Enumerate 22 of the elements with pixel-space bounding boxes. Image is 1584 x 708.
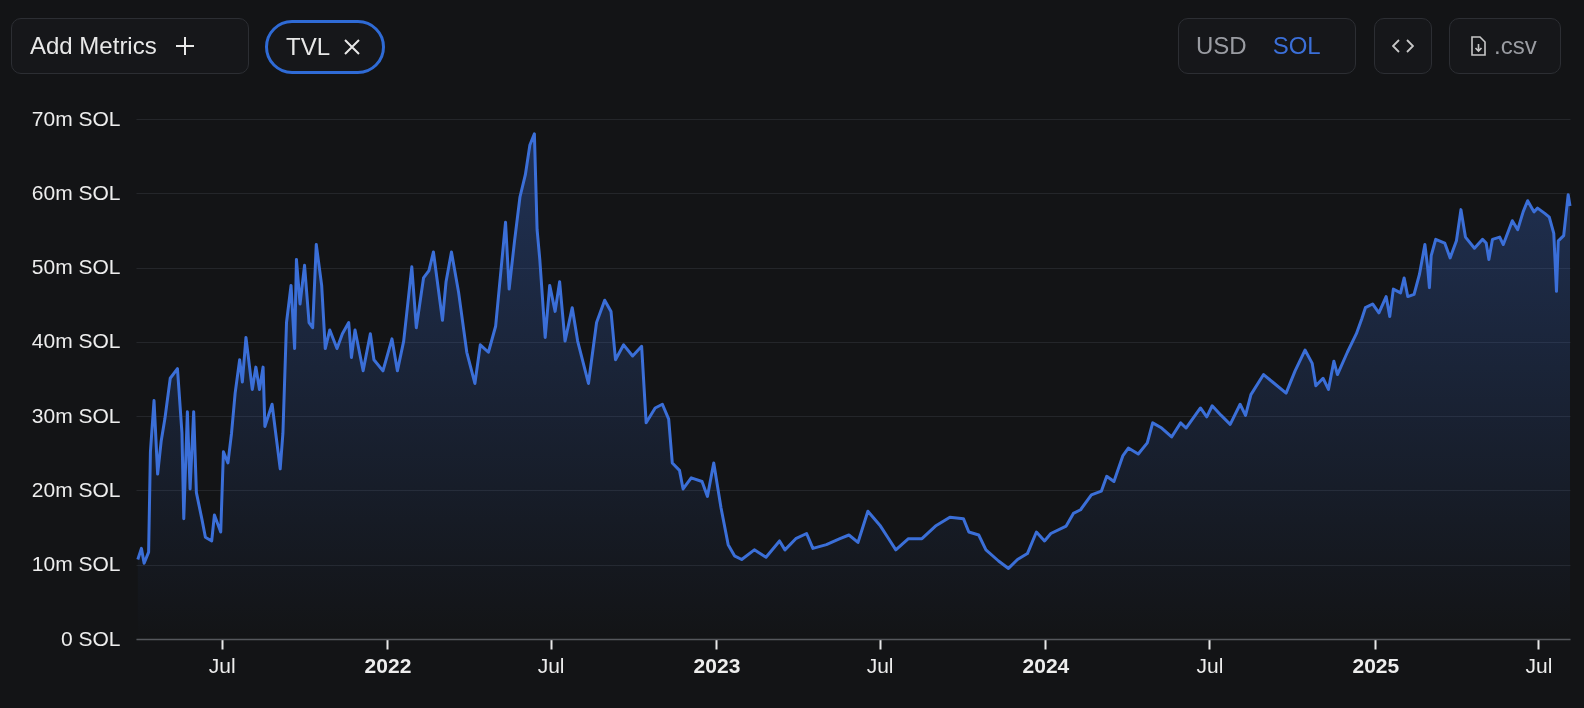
y-tick-label: 50m SOL xyxy=(31,255,121,279)
y-tick-label: 40m SOL xyxy=(31,329,121,353)
text: Add Metrics xyxy=(30,32,157,60)
text: .csv xyxy=(1494,32,1537,60)
x-tick-label: Jul xyxy=(208,653,236,677)
x-tick-label: 2023 xyxy=(693,653,741,677)
x-tick-label: Jul xyxy=(537,653,565,677)
x-tick-label: 2024 xyxy=(1022,653,1070,677)
x-tick-label: Jul xyxy=(1525,653,1553,677)
y-tick-label: 20m SOL xyxy=(31,477,121,501)
x-tick-label: Jul xyxy=(866,653,894,677)
x-tick-label: Jul xyxy=(1196,653,1224,677)
y-tick-label: 70m SOL xyxy=(31,106,121,130)
y-tick-label: 0 SOL xyxy=(60,626,121,650)
text: TVL xyxy=(286,33,331,61)
text: USD xyxy=(1196,32,1247,60)
y-tick-label: 60m SOL xyxy=(31,180,121,204)
y-tick-label: 30m SOL xyxy=(31,403,121,427)
x-tick-label: 2022 xyxy=(364,653,412,677)
text: SOL xyxy=(1272,32,1321,60)
y-tick-label: 10m SOL xyxy=(31,552,121,576)
x-tick-label: 2025 xyxy=(1352,653,1400,677)
